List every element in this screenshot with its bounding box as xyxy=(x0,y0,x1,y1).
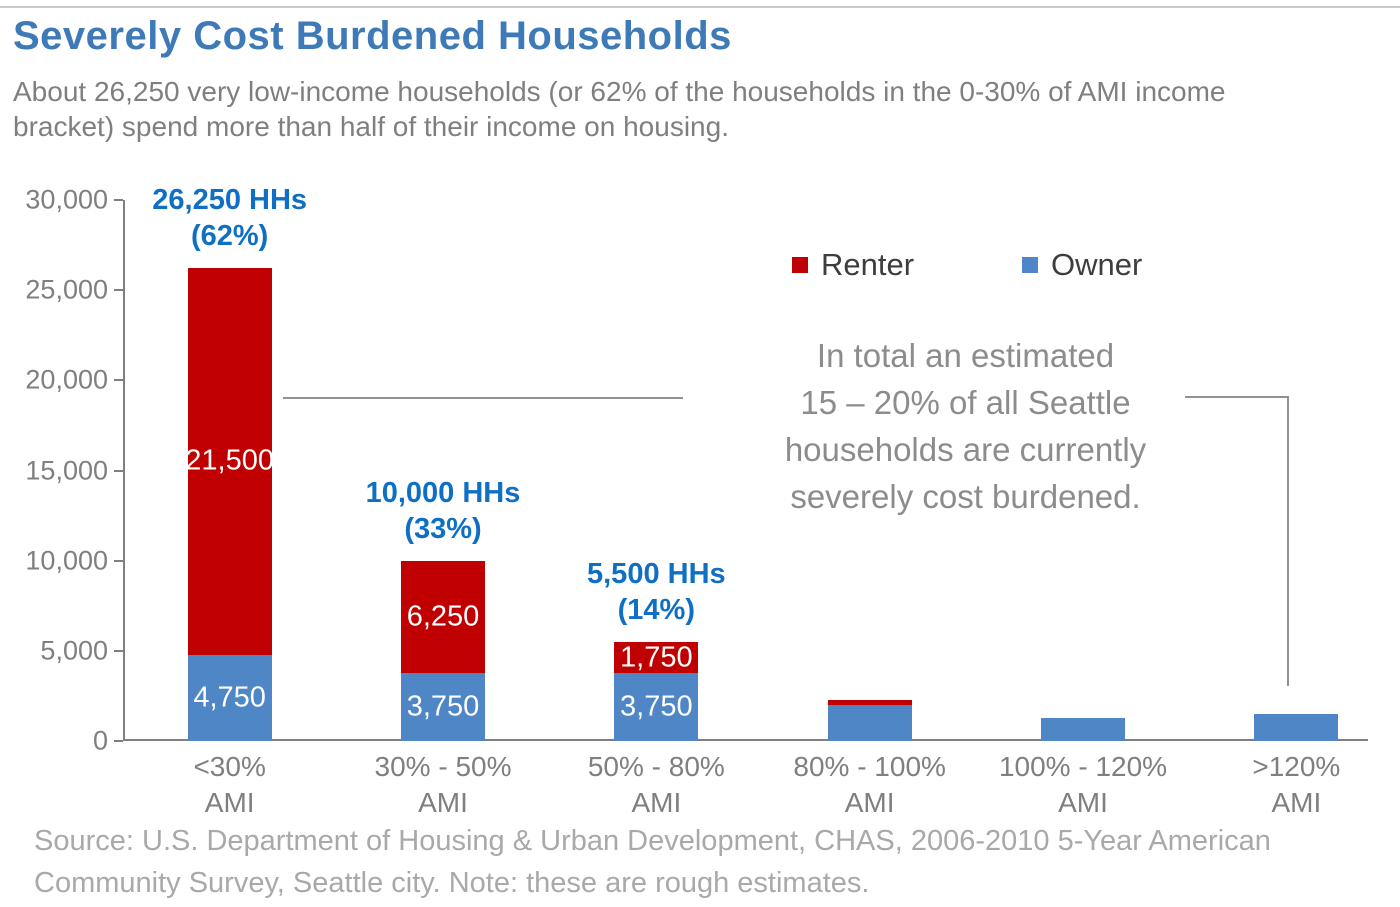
x-axis-category-label: 80% - 100% AMI xyxy=(793,749,946,821)
bar-total-percent: (62%) xyxy=(190,219,269,252)
source-note-line2: Community Survey, Seattle city. Note: th… xyxy=(34,867,870,899)
owner-value-label: 3,750 xyxy=(406,690,480,723)
x-axis-category-line1: 100% - 120% xyxy=(998,751,1168,782)
y-axis-tick xyxy=(114,469,123,472)
chart-subtitle-line2: bracket) spend more than half of their i… xyxy=(13,111,729,142)
chart-subtitle: About 26,250 very low-income households … xyxy=(13,74,1226,144)
x-axis-category-line1: >120% xyxy=(1252,751,1341,782)
callout-annotation-line2: 15 – 20% of all Seattle xyxy=(800,384,1131,421)
x-axis-category-label: 30% - 50% AMI xyxy=(375,749,512,821)
renter-swatch-icon xyxy=(792,257,808,273)
top-divider-rule xyxy=(0,6,1400,8)
x-axis-category-line1: 30% - 50% xyxy=(374,751,512,782)
x-axis-line xyxy=(123,739,1368,741)
callout-annotation-line3: households are currently xyxy=(784,431,1147,468)
x-axis-category-label: 50% - 80% AMI xyxy=(588,749,725,821)
x-axis-category-line2: AMI xyxy=(1058,787,1108,818)
plot-area: 0 5,000 10,000 15,000 20,000 25,000 30,000 4,75… xyxy=(25,184,1400,818)
x-axis-category-line2: AMI xyxy=(204,787,255,818)
x-axis-category-line1: <30% xyxy=(193,751,266,782)
bar-total-label: 26,250 HHs (62%) xyxy=(152,182,307,254)
y-axis-tick-label: 5,000 xyxy=(40,635,108,666)
y-axis-tick-label: 0 xyxy=(92,725,108,756)
source-note: Source: U.S. Department of Housing & Urb… xyxy=(34,820,1394,904)
bar-total-households: 26,250 HHs xyxy=(152,183,308,216)
bar-total-percent: (33%) xyxy=(404,512,482,545)
y-axis-line xyxy=(123,200,125,741)
bar-total-label: 5,500 HHs (14%) xyxy=(587,556,726,628)
page-title: Severely Cost Burdened Households xyxy=(13,14,732,58)
renter-bar-segment xyxy=(614,641,699,674)
legend-label-owner: Owner xyxy=(1051,247,1143,282)
owner-value-label: 4,750 xyxy=(193,681,266,714)
owner-bar-segment xyxy=(1041,718,1125,741)
y-axis-tick-label: 15,000 xyxy=(25,455,108,485)
y-axis-tick-label: 10,000 xyxy=(25,545,108,576)
renter-value-label: 21,500 xyxy=(185,444,275,477)
callout-line-right-horizontal xyxy=(1185,396,1289,398)
x-axis-category-line2: AMI xyxy=(1271,787,1322,818)
x-axis-category-line2: AMI xyxy=(844,787,895,818)
bar-total-households: 10,000 HHs xyxy=(365,476,521,509)
owner-value-label: 3,750 xyxy=(620,690,693,723)
y-axis-tick xyxy=(114,649,123,652)
x-axis-category-line2: AMI xyxy=(418,787,468,818)
renter-bar-segment xyxy=(827,700,912,705)
owner-bar-segment xyxy=(827,704,912,741)
y-axis-tick xyxy=(114,559,123,562)
owner-bar-segment xyxy=(614,673,699,741)
bar-total-percent: (14%) xyxy=(617,593,695,626)
callout-line-right-vertical xyxy=(1287,396,1289,686)
bar-total-households: 5,500 HHs xyxy=(587,557,726,590)
owner-bar-segment xyxy=(1254,713,1339,741)
renter-bar-segment xyxy=(401,560,485,674)
x-axis-category-label: 100% - 120% AMI xyxy=(999,749,1167,821)
callout-line-left xyxy=(283,397,683,399)
owner-bar-segment xyxy=(187,655,272,741)
y-axis-tick-label: 20,000 xyxy=(25,364,108,395)
y-axis-tick xyxy=(114,199,123,201)
chart-subtitle-line1: About 26,250 very low-income households … xyxy=(13,76,1226,107)
y-axis-tick xyxy=(114,740,123,742)
y-axis-tick xyxy=(114,289,123,292)
x-axis-category-line2: AMI xyxy=(631,787,682,818)
source-note-line1: Source: U.S. Department of Housing & Urb… xyxy=(34,825,1271,857)
x-axis-category-label: >120% AMI xyxy=(1252,749,1340,821)
renter-value-label: 6,250 xyxy=(406,600,480,633)
callout-annotation: In total an estimated 15 – 20% of all Se… xyxy=(723,332,1208,520)
bar-total-label: 10,000 HHs (33%) xyxy=(366,475,521,547)
y-axis-tick xyxy=(114,379,123,382)
y-axis-tick-label: 25,000 xyxy=(25,274,108,305)
renter-value-label: 1,750 xyxy=(620,641,693,674)
callout-annotation-line1: In total an estimated xyxy=(816,337,1115,374)
chart-legend: Renter Owner xyxy=(792,247,1142,283)
renter-bar-segment xyxy=(187,267,272,656)
y-axis-tick-label: 30,000 xyxy=(25,184,108,215)
owner-swatch-icon xyxy=(1022,257,1039,273)
x-axis-category-label: <30% AMI xyxy=(193,749,265,821)
callout-annotation-line4: severely cost burdened. xyxy=(790,478,1141,515)
x-axis-category-line1: 80% - 100% xyxy=(793,751,946,782)
owner-bar-segment xyxy=(401,673,485,741)
x-axis-category-line1: 50% - 80% xyxy=(587,751,725,782)
legend-item-owner: Owner xyxy=(1022,247,1142,283)
legend-item-renter: Renter xyxy=(792,247,914,283)
legend-label-renter: Renter xyxy=(821,247,915,282)
